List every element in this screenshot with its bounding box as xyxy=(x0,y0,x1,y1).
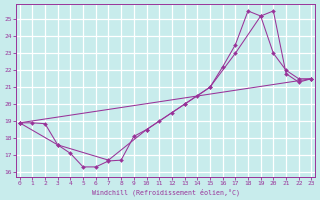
X-axis label: Windchill (Refroidissement éolien,°C): Windchill (Refroidissement éolien,°C) xyxy=(92,188,240,196)
